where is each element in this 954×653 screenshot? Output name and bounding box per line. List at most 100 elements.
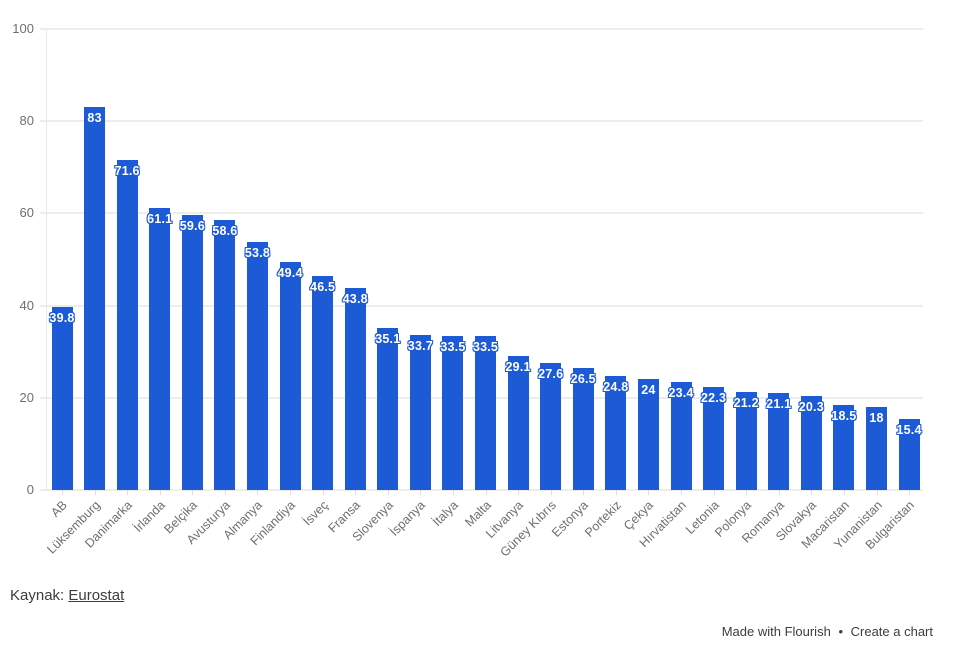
x-axis-tick [290,490,292,495]
y-axis-tick-label: 60 [19,205,34,221]
source-line: Kaynak: Eurostat [10,587,124,604]
flourish-attribution: Made with Flourish • Create a chart [722,624,933,639]
x-axis-tick [615,490,617,495]
x-axis-tick [485,490,487,495]
x-axis-tick [518,490,520,495]
x-axis-tick [746,490,748,495]
bar[interactable] [898,419,920,490]
bar-value-label: 61.1 [147,212,173,227]
bar-value-label: 29.1 [505,359,531,374]
x-axis-tick [550,490,552,495]
x-axis-tick [811,490,813,495]
bar-value-label: 35.1 [375,332,401,347]
x-axis-tick [159,490,161,495]
y-axis-tick-label: 80 [19,113,34,129]
bar-value-label: 21.1 [766,396,792,411]
bar-value-label: 24 [641,383,656,398]
bar[interactable] [735,392,757,490]
bar-value-label: 59.6 [179,219,205,234]
bar[interactable] [768,392,790,490]
bar[interactable] [605,375,627,490]
bar[interactable] [703,387,725,490]
bar[interactable] [475,335,497,490]
bar-value-label: 33.5 [472,339,499,354]
x-axis-tick [224,490,226,495]
bar-value-label: 18 [869,411,884,426]
bar[interactable] [214,219,236,490]
x-axis-tick [681,490,683,495]
x-axis-tick [909,490,911,495]
source-prefix: Kaynak: [10,587,65,604]
source-link[interactable]: Eurostat [68,587,125,604]
bar-chart: 0 20 40 60 80 100 39.8 AB 83 Lüksemburg 71.6 Danima… [12,21,923,559]
made-with-flourish-link[interactable]: Made with Flourish [721,624,831,639]
y-axis-line [46,29,47,490]
x-axis-tick [192,490,194,495]
bar-value-label: 26.5 [570,371,596,386]
bar[interactable] [84,107,106,490]
bar[interactable] [51,306,73,490]
x-axis-tick [778,490,780,495]
bar[interactable] [344,288,366,490]
bar-value-label: 83 [87,111,102,126]
bar[interactable] [540,362,562,490]
gridline [40,28,923,30]
bar-value-label: 27.6 [538,366,564,381]
bar-value-label: 23.4 [668,386,694,401]
y-axis-tick-label: 100 [12,21,34,36]
gridline [40,120,923,123]
attribution-separator: • [838,624,843,639]
bar-value-label: 71.6 [114,163,140,178]
gridline [40,304,923,307]
x-axis-tick [713,490,715,495]
bar[interactable] [149,208,171,490]
bar[interactable] [637,379,659,490]
bar[interactable] [442,335,464,490]
bar-value-label: 33.7 [407,338,433,353]
x-axis-tick [127,490,129,495]
bar-value-label: 53.8 [244,245,271,260]
bar[interactable] [279,262,301,490]
bar[interactable] [181,215,203,490]
x-axis-tick [876,490,878,495]
x-axis-tick [322,490,324,495]
x-axis-tick [257,490,259,495]
bar[interactable] [116,159,138,490]
y-axis-tick-label: 0 [26,482,34,497]
bar[interactable] [572,367,594,490]
bar[interactable] [377,328,399,490]
bar-value-label: 49.4 [277,266,303,281]
bar[interactable] [670,382,692,490]
x-axis-tick [420,490,422,495]
bar-value-label: 46.5 [310,279,336,294]
y-axis-tick-label: 20 [19,389,34,405]
gridline [40,489,923,491]
x-axis-tick [583,490,585,495]
bar-value-label: 21.2 [733,396,759,411]
bar[interactable] [507,355,529,490]
bar[interactable] [866,407,887,490]
bar-value-label: 18.5 [831,408,857,423]
bar[interactable] [312,275,334,490]
x-axis-tick [62,490,63,495]
x-axis-tick [387,490,389,495]
x-axis-tick [648,490,650,495]
bar-value-label: 20.3 [798,400,824,415]
gridline [40,212,923,215]
bar[interactable] [409,334,431,490]
bar-value-label: 39.8 [49,310,75,325]
bar-value-label: 33.5 [440,339,466,354]
bar[interactable] [800,396,822,490]
bar-value-label: 58.6 [212,223,238,238]
create-a-chart-link[interactable]: Create a chart [850,624,933,639]
bar-value-label: 22.3 [701,391,727,406]
x-axis-tick [94,490,96,495]
x-axis-tick [355,490,357,495]
bar[interactable] [246,241,268,490]
bar-value-label: 24.8 [603,379,629,394]
x-axis-tick [452,490,454,495]
x-axis-tick [843,490,845,495]
y-axis-tick-label: 40 [19,297,34,313]
bar[interactable] [833,404,855,490]
